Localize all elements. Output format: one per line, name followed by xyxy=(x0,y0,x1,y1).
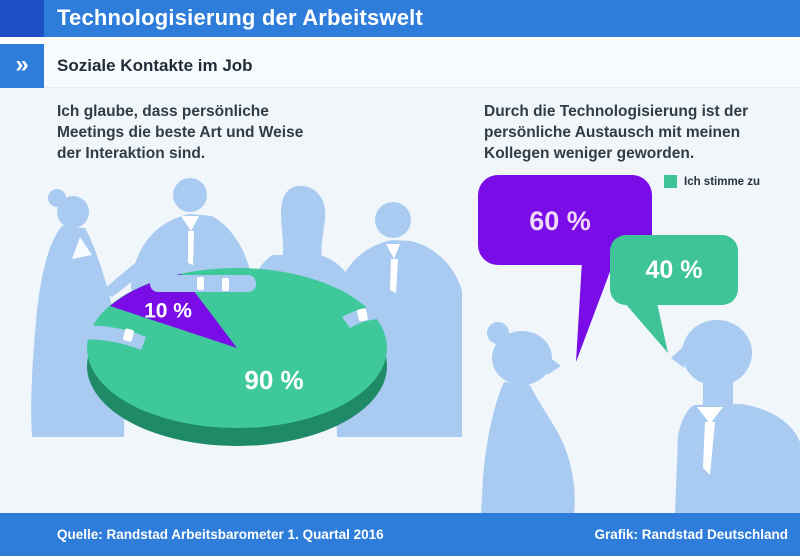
cuff-3 xyxy=(123,328,134,342)
woman-torso xyxy=(481,382,575,513)
person4-head xyxy=(375,202,411,238)
bubble-60: 60 % xyxy=(478,175,652,362)
person3-arm xyxy=(284,223,308,251)
woman-head xyxy=(492,331,552,385)
header-divider xyxy=(0,37,800,44)
conversation-scene: 60 % 40 % xyxy=(478,175,800,513)
statement-right-line1: Durch die Technologisierung ist der xyxy=(484,103,749,120)
pie-slice-10 xyxy=(110,274,237,348)
person4-tie xyxy=(390,259,398,293)
cuff-1 xyxy=(197,277,204,290)
chevron-square: » xyxy=(0,44,44,88)
statement-right: Durch die Technologisierung ist der pers… xyxy=(484,101,748,164)
bubble-40-body xyxy=(610,235,738,305)
pie-label-90: 90 % xyxy=(244,365,303,395)
bubble-60-body xyxy=(478,175,652,265)
legend-swatch-agree xyxy=(664,175,677,188)
footer-source: Quelle: Randstad Arbeitsbarometer 1. Qua… xyxy=(57,527,384,542)
bubble-40: 40 % xyxy=(610,235,738,353)
woman-nose xyxy=(547,356,561,375)
shirt-details xyxy=(72,216,400,293)
chevron-icon: » xyxy=(15,51,29,78)
person1-collar xyxy=(72,237,92,259)
cuff-details xyxy=(123,277,368,342)
man-shirt-details xyxy=(697,407,723,475)
meeting-pie-scene: 10 % 90 % xyxy=(31,178,462,446)
person2-head xyxy=(173,178,207,212)
man-collar xyxy=(697,407,723,424)
bubble-40-label: 40 % xyxy=(646,256,703,284)
brand-square xyxy=(0,0,44,37)
pie-label-10: 10 % xyxy=(144,300,192,323)
bubble-60-label: 60 % xyxy=(529,206,591,236)
bubble-60-tail xyxy=(576,261,614,362)
statement-left-line2: Meetings die beste Art und Weise xyxy=(57,124,304,141)
footer-bar: Quelle: Randstad Arbeitsbarometer 1. Qua… xyxy=(0,513,800,556)
section-title: Soziale Kontakte im Job xyxy=(57,56,253,75)
person2-collar xyxy=(181,216,199,231)
man-neck xyxy=(703,375,733,410)
header-bar: Technologisierung der Arbeitswelt xyxy=(0,0,800,37)
statement-right-line2: persönliche Austausch mit meinen xyxy=(484,124,741,141)
person1-hair-bun xyxy=(48,189,66,207)
legend-label: Ich stimme zu xyxy=(684,175,761,188)
person4-collar xyxy=(386,244,400,259)
person4-forearm xyxy=(342,305,402,328)
man-tie xyxy=(703,422,715,475)
conversation-silhouettes xyxy=(481,320,800,513)
man-torso xyxy=(675,404,800,513)
bubble-40-tail xyxy=(623,298,668,353)
man-nose xyxy=(671,346,684,368)
statement-left-line3: der Interaktion sind. xyxy=(57,145,206,162)
legend: Ich stimme zu xyxy=(664,175,760,188)
cuff-4 xyxy=(357,308,368,322)
statement-right-line3: Kollegen weniger geworden. xyxy=(484,145,695,162)
statement-left-line1: Ich glaube, dass persönliche xyxy=(57,103,269,120)
page-title: Technologisierung der Arbeitswelt xyxy=(57,5,423,30)
footer-credit: Grafik: Randstad Deutschland xyxy=(594,527,788,542)
man-head xyxy=(682,320,752,386)
person2-tie xyxy=(188,231,194,265)
cuff-2 xyxy=(222,278,229,291)
statement-left: Ich glaube, dass persönliche Meetings di… xyxy=(57,101,303,164)
person1-head xyxy=(57,196,89,228)
subtitle-strip xyxy=(0,44,800,88)
